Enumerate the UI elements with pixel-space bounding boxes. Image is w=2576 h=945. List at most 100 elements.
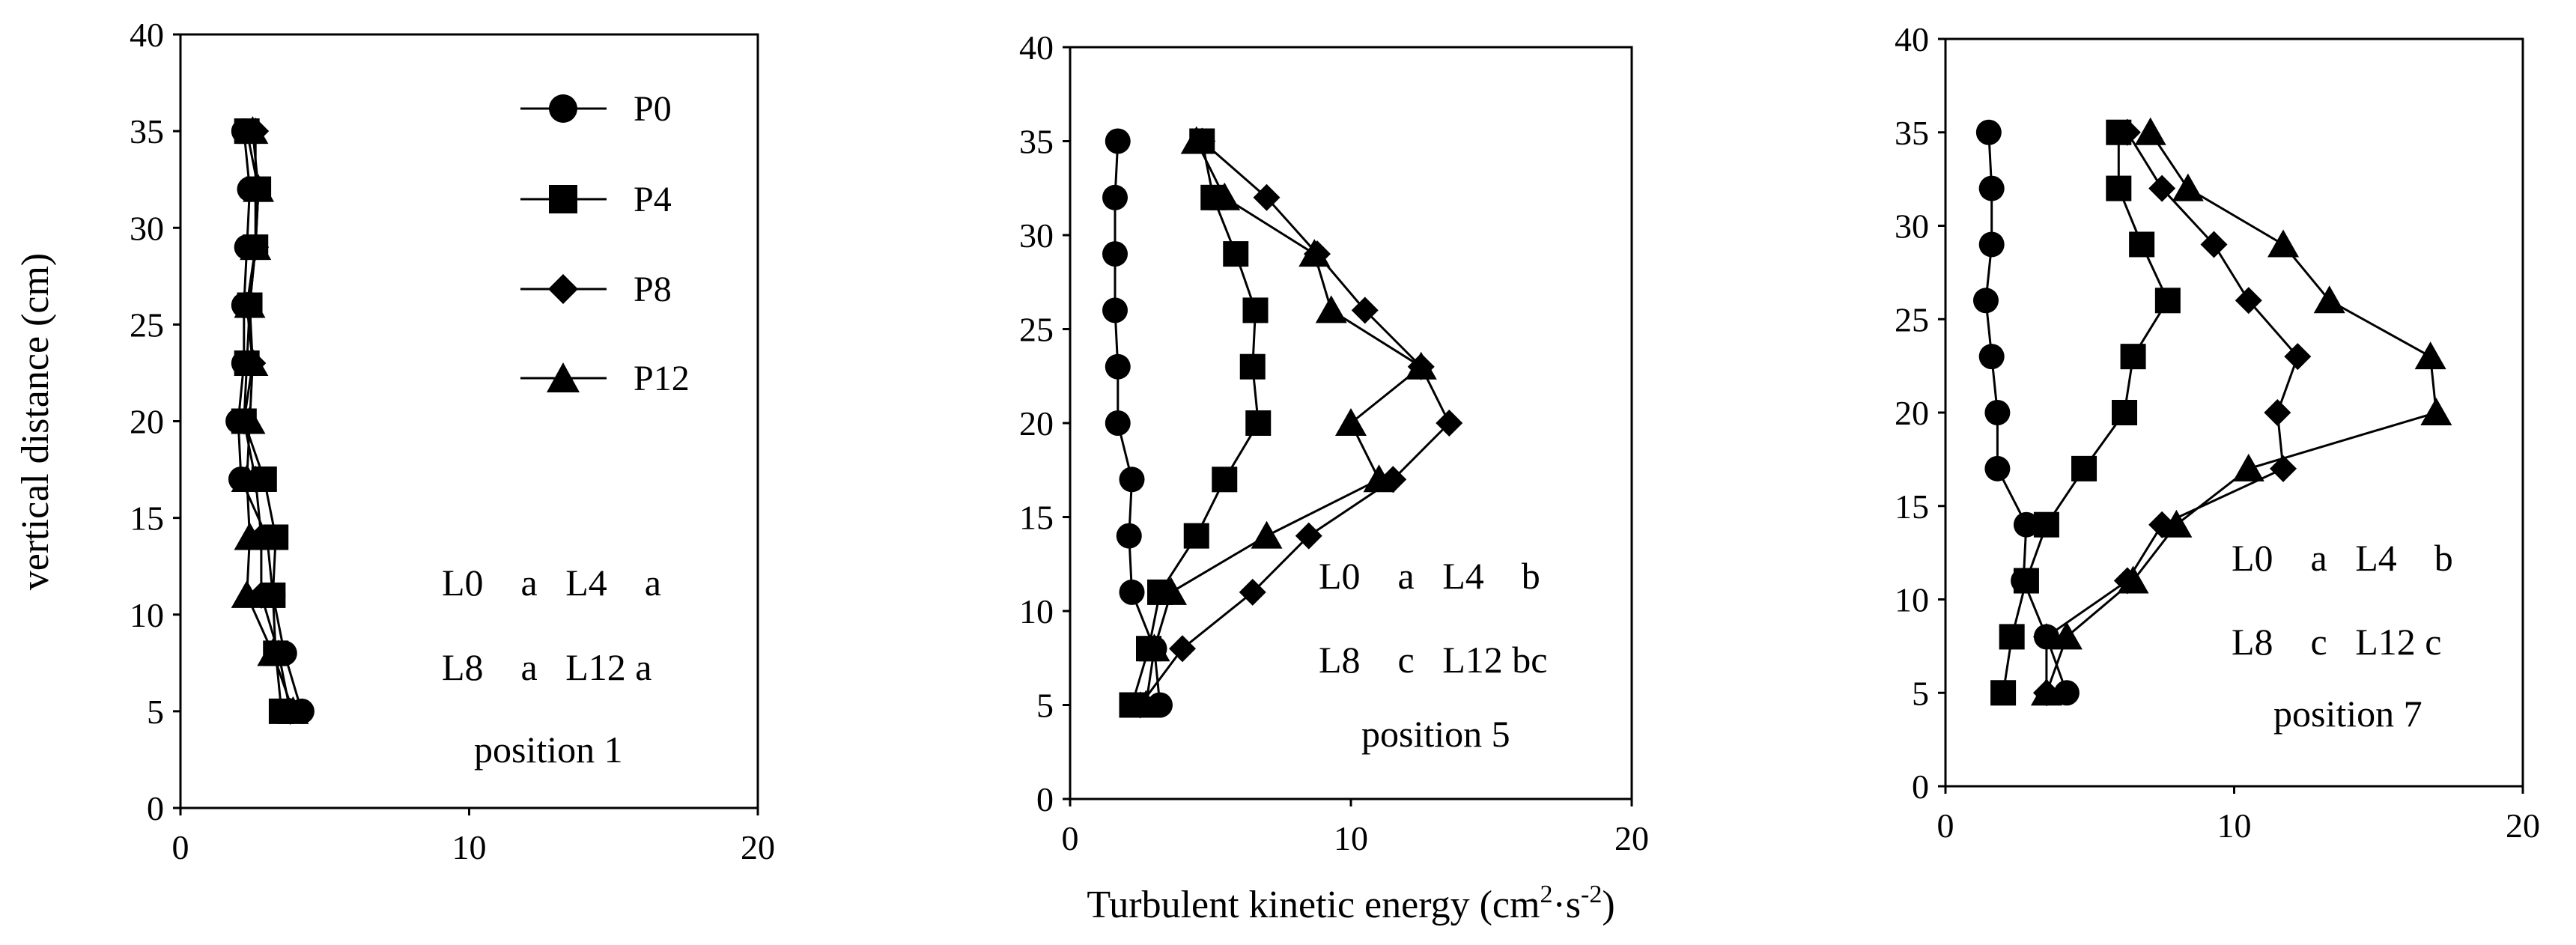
data-point-p0: [1102, 241, 1128, 267]
data-point-p0: [1975, 119, 2002, 145]
y-tick-label: 15: [1019, 499, 1054, 537]
data-point-p12: [243, 174, 275, 202]
data-point-p0: [1984, 455, 2011, 481]
data-point-p12: [1405, 351, 1437, 380]
y-tick-label: 20: [130, 403, 164, 441]
legend-label-p8: P8: [634, 270, 672, 309]
series-line-p4: [1131, 141, 1260, 705]
data-point-p12: [1315, 295, 1347, 323]
data-point-p12: [1298, 239, 1331, 267]
data-point-p8: [1169, 635, 1196, 663]
legend: P0 P4 P8 P12: [520, 89, 690, 398]
data-point-p0: [1972, 288, 1999, 314]
significance-line-2: L8 c L12 bc: [1319, 639, 1547, 681]
x-tick-label: 20: [2506, 806, 2540, 845]
data-point-p12: [257, 638, 289, 666]
data-point-p8: [1253, 183, 1281, 211]
y-tick-label: 5: [1912, 674, 1929, 712]
data-point-p0: [1978, 231, 2005, 258]
data-point-p0: [1978, 344, 2005, 370]
data-point-p0: [1978, 175, 2005, 201]
legend-marker-p4: [549, 185, 577, 213]
data-point-p12: [1155, 577, 1187, 605]
y-tick-label: 35: [1019, 123, 1054, 161]
x-tick-label: 0: [1062, 819, 1079, 857]
y-tick-label: 15: [130, 499, 164, 538]
data-point-p12: [231, 464, 263, 492]
x-tick-label: 20: [1614, 819, 1649, 857]
data-point-p12: [2414, 341, 2446, 370]
data-point-p12: [237, 116, 269, 145]
data-point-p12: [240, 232, 272, 261]
plot-frame: [179, 33, 759, 809]
x-tick-label: 0: [172, 828, 189, 866]
series-line-p8: [1139, 140, 1451, 706]
data-point-p0: [1102, 184, 1128, 210]
y-tick-label: 15: [1895, 487, 1929, 526]
data-point-p4: [1183, 523, 1209, 549]
legend-label-p4: P4: [634, 180, 672, 219]
data-point-p8: [2235, 287, 2262, 315]
y-tick-label: 5: [1036, 687, 1054, 725]
significance-line-1: L0 a L4 b: [1319, 555, 1540, 597]
data-point-p12: [1335, 408, 1367, 436]
data-point-p0: [1105, 128, 1131, 154]
significance-line-2: L8 a L12 a: [442, 646, 651, 688]
series-line-p12: [2045, 131, 2437, 693]
y-tick-label: 40: [1895, 20, 1929, 58]
data-point-p8: [2200, 231, 2228, 258]
y-tick-label: 30: [130, 209, 164, 247]
data-point-p12: [1209, 182, 1241, 210]
y-tick-label: 40: [1019, 28, 1054, 67]
data-point-p4: [2112, 400, 2138, 425]
y-tick-label: 25: [1019, 311, 1054, 349]
y-tick-label: 10: [1019, 592, 1054, 630]
data-point-p8: [2284, 343, 2312, 371]
x-tick-label: 20: [741, 828, 775, 866]
data-point-p12: [1130, 690, 1162, 718]
data-point-p4: [1212, 467, 1238, 493]
data-point-p8: [2264, 399, 2291, 426]
data-point-p4: [1223, 241, 1249, 267]
data-point-p0: [1119, 579, 1145, 605]
data-point-p4: [1239, 353, 1266, 380]
y-tick-label: 20: [1895, 394, 1929, 432]
data-point-p12: [2030, 678, 2062, 706]
data-point-p4: [2071, 455, 2097, 481]
y-tick-label: 0: [1912, 768, 1929, 806]
data-point-p0: [1105, 353, 1131, 380]
data-point-p0: [1116, 523, 1142, 549]
y-tick-labels: 0 5 10 15 20 25 30 35 40: [130, 16, 180, 827]
y-axis-label: vertical distance (cm): [14, 253, 57, 590]
data-point-p4: [1990, 680, 2017, 706]
series-layer: [225, 116, 315, 725]
significance-line-2: L8 c L12 c: [2232, 621, 2441, 663]
data-point-p12: [2172, 173, 2204, 201]
data-point-p0: [2053, 680, 2080, 706]
position-label: position 1: [474, 729, 623, 771]
data-point-p8: [1239, 578, 1266, 606]
series-line-p8: [2045, 132, 2300, 693]
chart-panel-position-5: 0 5 10 15 20 25 30 35 40 0 10 20 Turbulent kinetic…: [1019, 28, 1649, 926]
data-point-p12: [277, 696, 309, 724]
chart-panel-position-7: 0 5 10 15 20 25 30 35 40 0 10 20 L0 a L4 b L8 c L1…: [1895, 20, 2540, 845]
data-point-p8: [1351, 297, 1379, 324]
data-point-p8: [1295, 522, 1322, 550]
legend-marker-p8: [548, 274, 578, 304]
y-tick-label: 0: [147, 789, 164, 827]
series-layer: [1102, 126, 1463, 719]
data-point-p12: [234, 406, 266, 434]
data-point-p4: [2013, 568, 2039, 594]
data-point-p4: [1999, 624, 2025, 650]
data-point-p12: [1363, 464, 1395, 493]
y-tick-label: 25: [1895, 300, 1929, 338]
data-point-p4: [1245, 410, 1272, 436]
y-tick-label: 30: [1895, 207, 1929, 246]
data-point-p8: [2113, 118, 2141, 146]
data-point-p12: [2267, 229, 2300, 258]
data-point-p12: [2232, 453, 2264, 481]
data-point-p0: [2013, 511, 2039, 538]
significance-line-1: L0 a L4 a: [442, 562, 661, 604]
data-point-p12: [2117, 565, 2149, 594]
data-point-p12: [237, 348, 269, 377]
